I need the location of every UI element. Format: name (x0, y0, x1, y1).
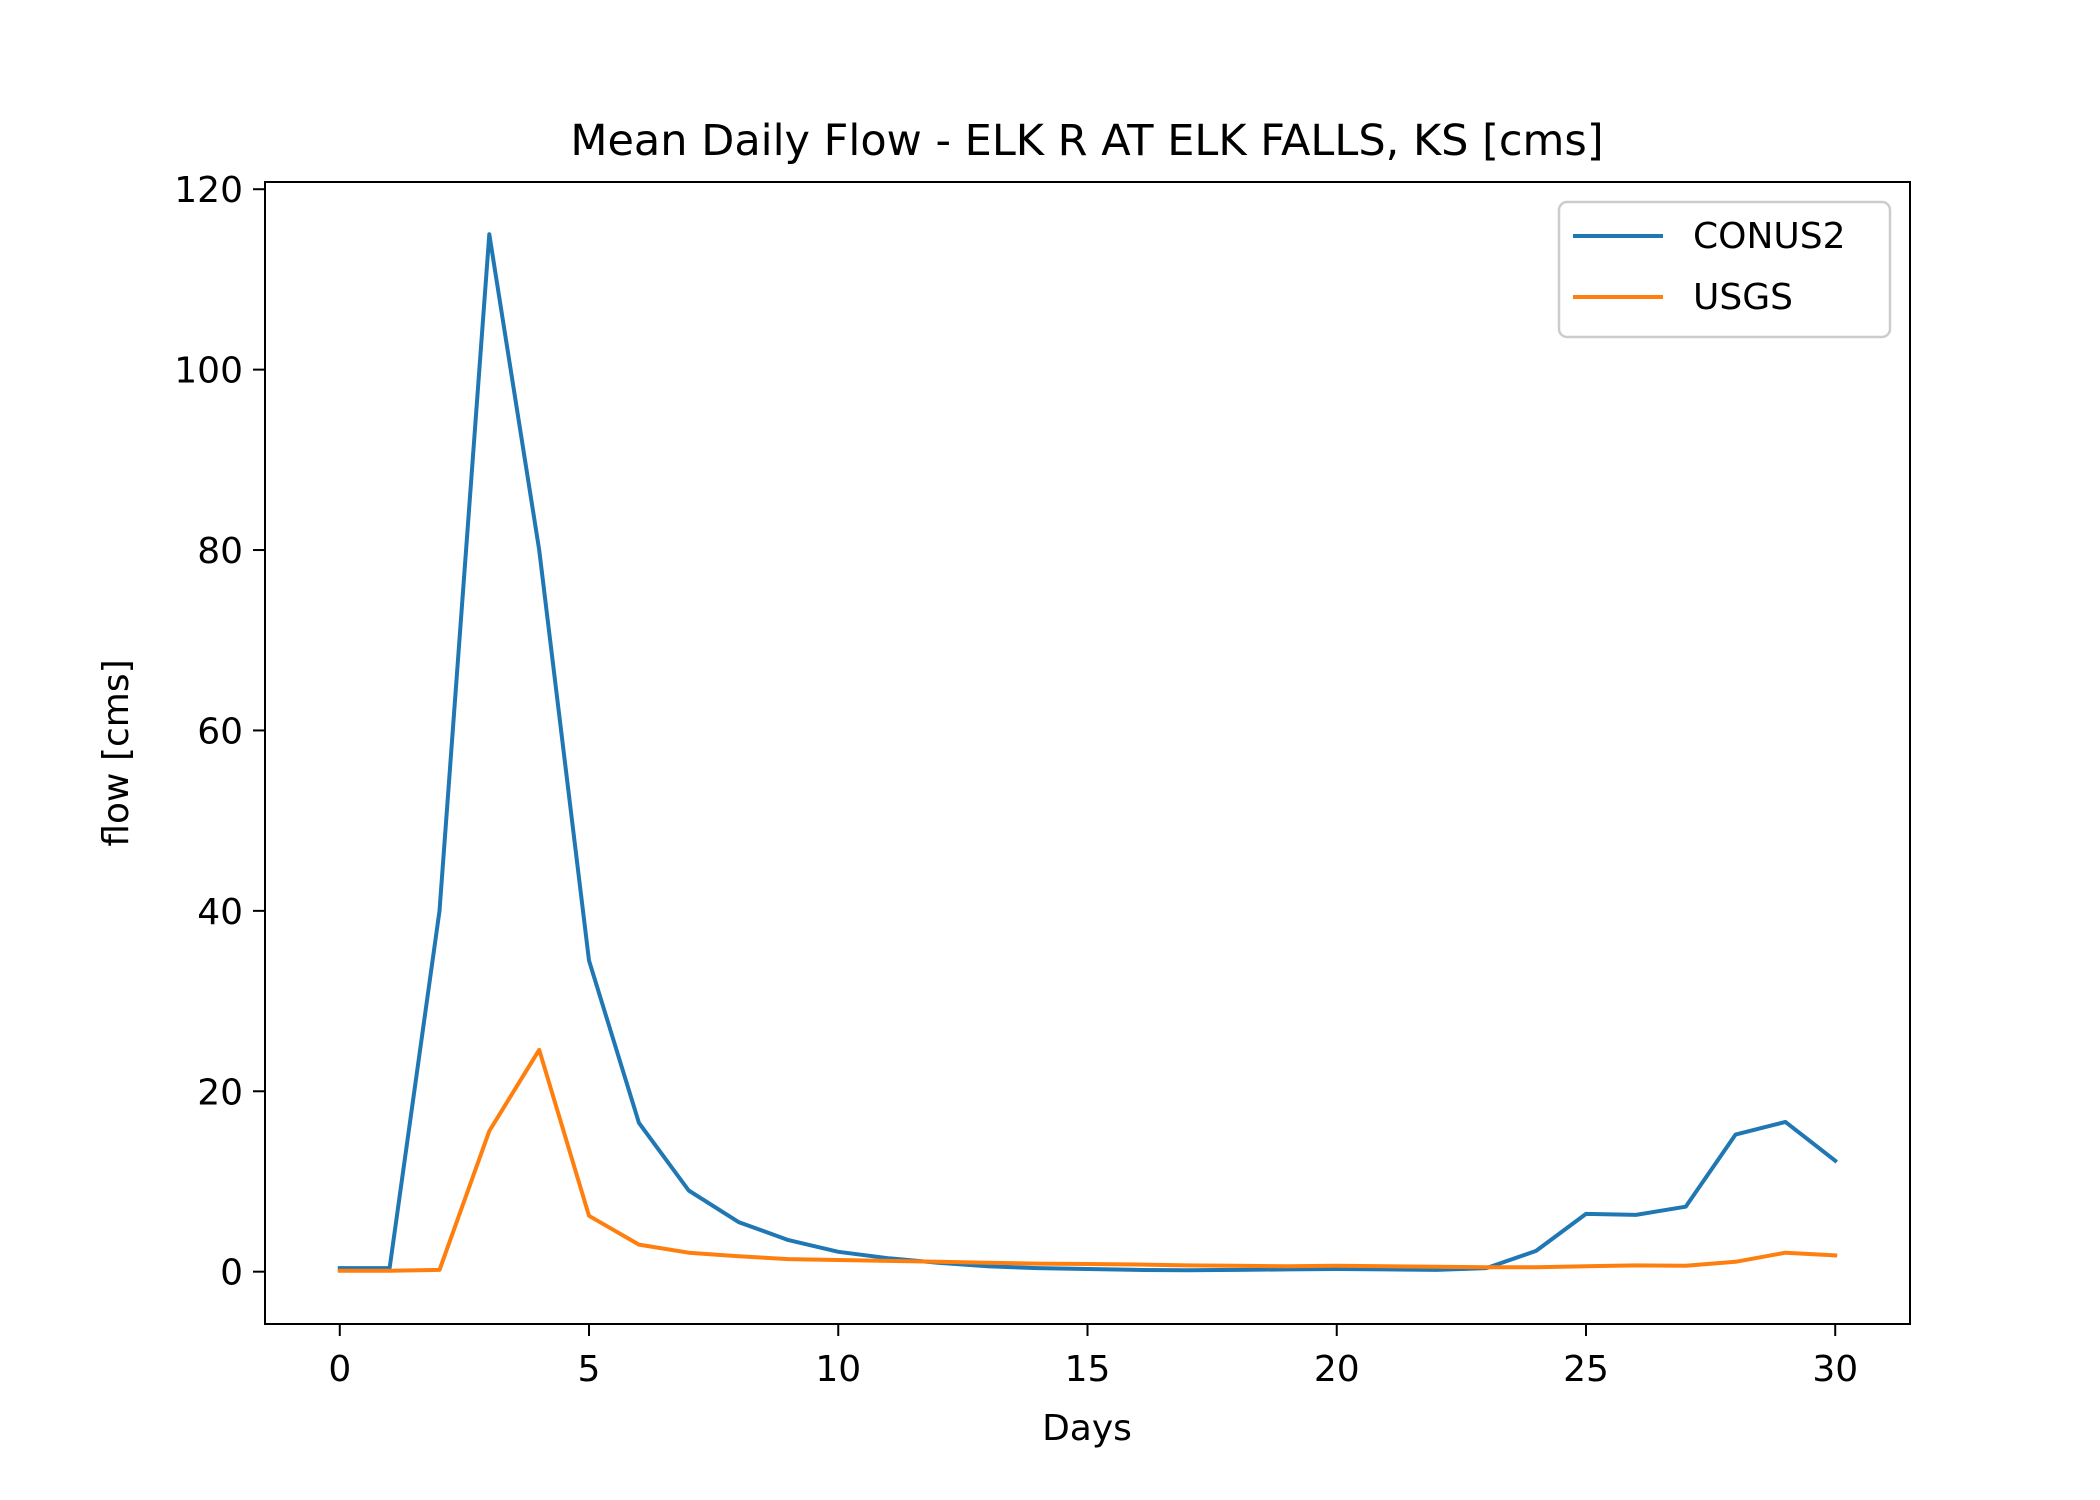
series-line-conus2 (337, 232, 1839, 1273)
y-tick-label: 120 (174, 170, 243, 211)
x-tick-label: 15 (1065, 1349, 1111, 1390)
x-tick-label: 20 (1314, 1349, 1360, 1390)
series-line-usgs (337, 1047, 1838, 1273)
x-tick-label: 25 (1563, 1349, 1609, 1390)
x-tick-label: 30 (1812, 1349, 1858, 1390)
y-axis: 0 20 40 60 80 100 120 (174, 170, 265, 1294)
y-tick-label: 100 (174, 351, 243, 392)
chart-title: Mean Daily Flow - ELK R AT ELK FALLS, KS… (570, 116, 1603, 166)
x-tick-label: 10 (815, 1349, 861, 1390)
y-tick-label: 60 (197, 711, 243, 752)
legend-label-usgs: USGS (1693, 277, 1793, 318)
x-tick-label: 5 (578, 1349, 601, 1390)
y-tick-label: 80 (197, 531, 243, 572)
x-axis: 0 5 10 15 20 25 30 (328, 1324, 1858, 1390)
legend: CONUS2 USGS (1557, 200, 1892, 339)
y-tick-label: 20 (197, 1072, 243, 1113)
y-tick-label: 0 (220, 1253, 243, 1294)
x-tick-label: 0 (328, 1349, 351, 1390)
plot-lines (337, 232, 1839, 1273)
y-tick-label: 40 (197, 892, 243, 933)
y-axis-label: flow [cms] (96, 659, 137, 846)
legend-label-conus2: CONUS2 (1693, 216, 1846, 257)
x-axis-label: Days (1042, 1408, 1132, 1449)
